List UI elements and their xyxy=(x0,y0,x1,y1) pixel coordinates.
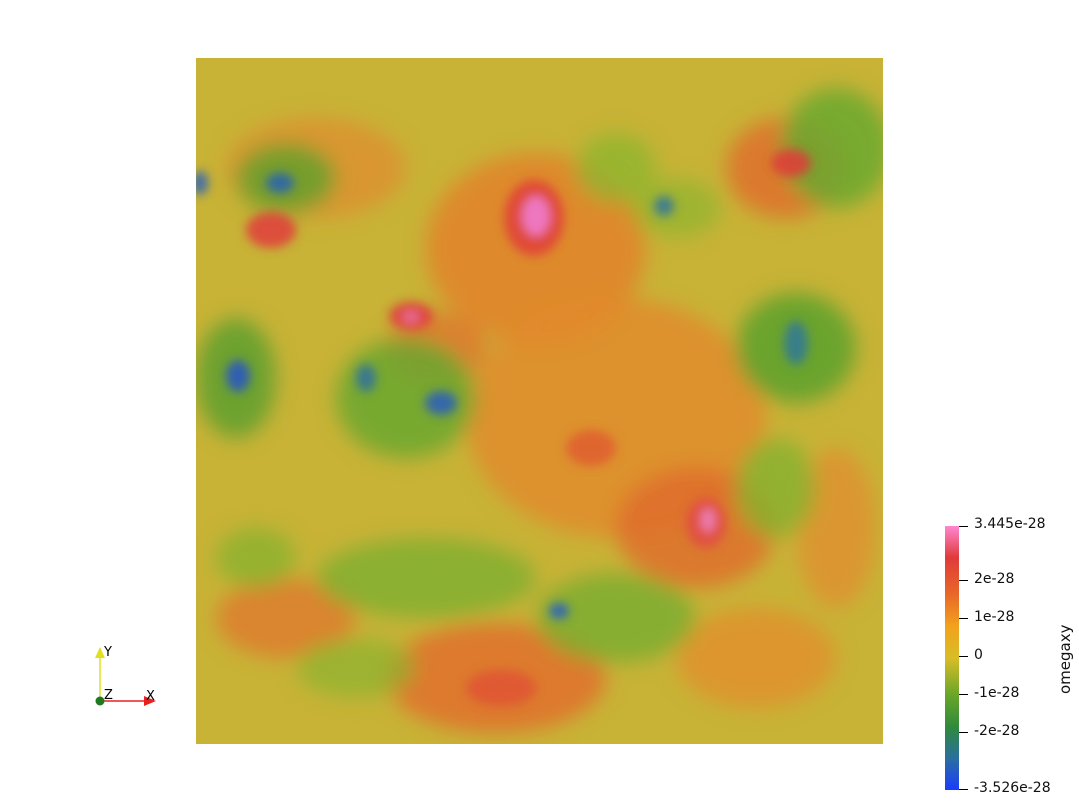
colorbar-tick-min xyxy=(959,789,968,790)
x-axis-label: X xyxy=(146,689,155,704)
colorbar-tick-label: 0 xyxy=(974,647,983,663)
colorbar-tick-label: 2e-28 xyxy=(974,571,1015,587)
colorbar-tick xyxy=(959,618,968,619)
z-axis-label: Z xyxy=(104,688,113,703)
colorbar-tick xyxy=(959,694,968,695)
x-axis-arrow xyxy=(144,696,156,706)
colorbar-tick-label: 1e-28 xyxy=(974,609,1015,625)
orientation-axes[interactable]: X Y Z xyxy=(90,640,170,710)
colorbar-tick-label: -2e-28 xyxy=(974,723,1020,739)
colorbar-label-max: 3.445e-28 xyxy=(974,516,1046,532)
y-axis-label: Y xyxy=(103,645,112,660)
z-axis-dot xyxy=(95,696,105,706)
scalar-field-plot[interactable] xyxy=(196,58,883,744)
colorbar-tick xyxy=(959,580,968,581)
colorbar-gradient xyxy=(945,526,959,790)
colorbar-tick xyxy=(959,732,968,733)
colorbar-tick xyxy=(959,656,968,657)
colorbar-tick-label: -1e-28 xyxy=(974,685,1020,701)
colorbar-label-min: -3.526e-28 xyxy=(974,780,1051,796)
y-axis-arrow xyxy=(95,647,105,658)
colorbar-tick-max xyxy=(959,526,968,527)
omegaxy-field xyxy=(196,58,883,744)
colorbar-title: omegaxy xyxy=(1056,624,1074,695)
